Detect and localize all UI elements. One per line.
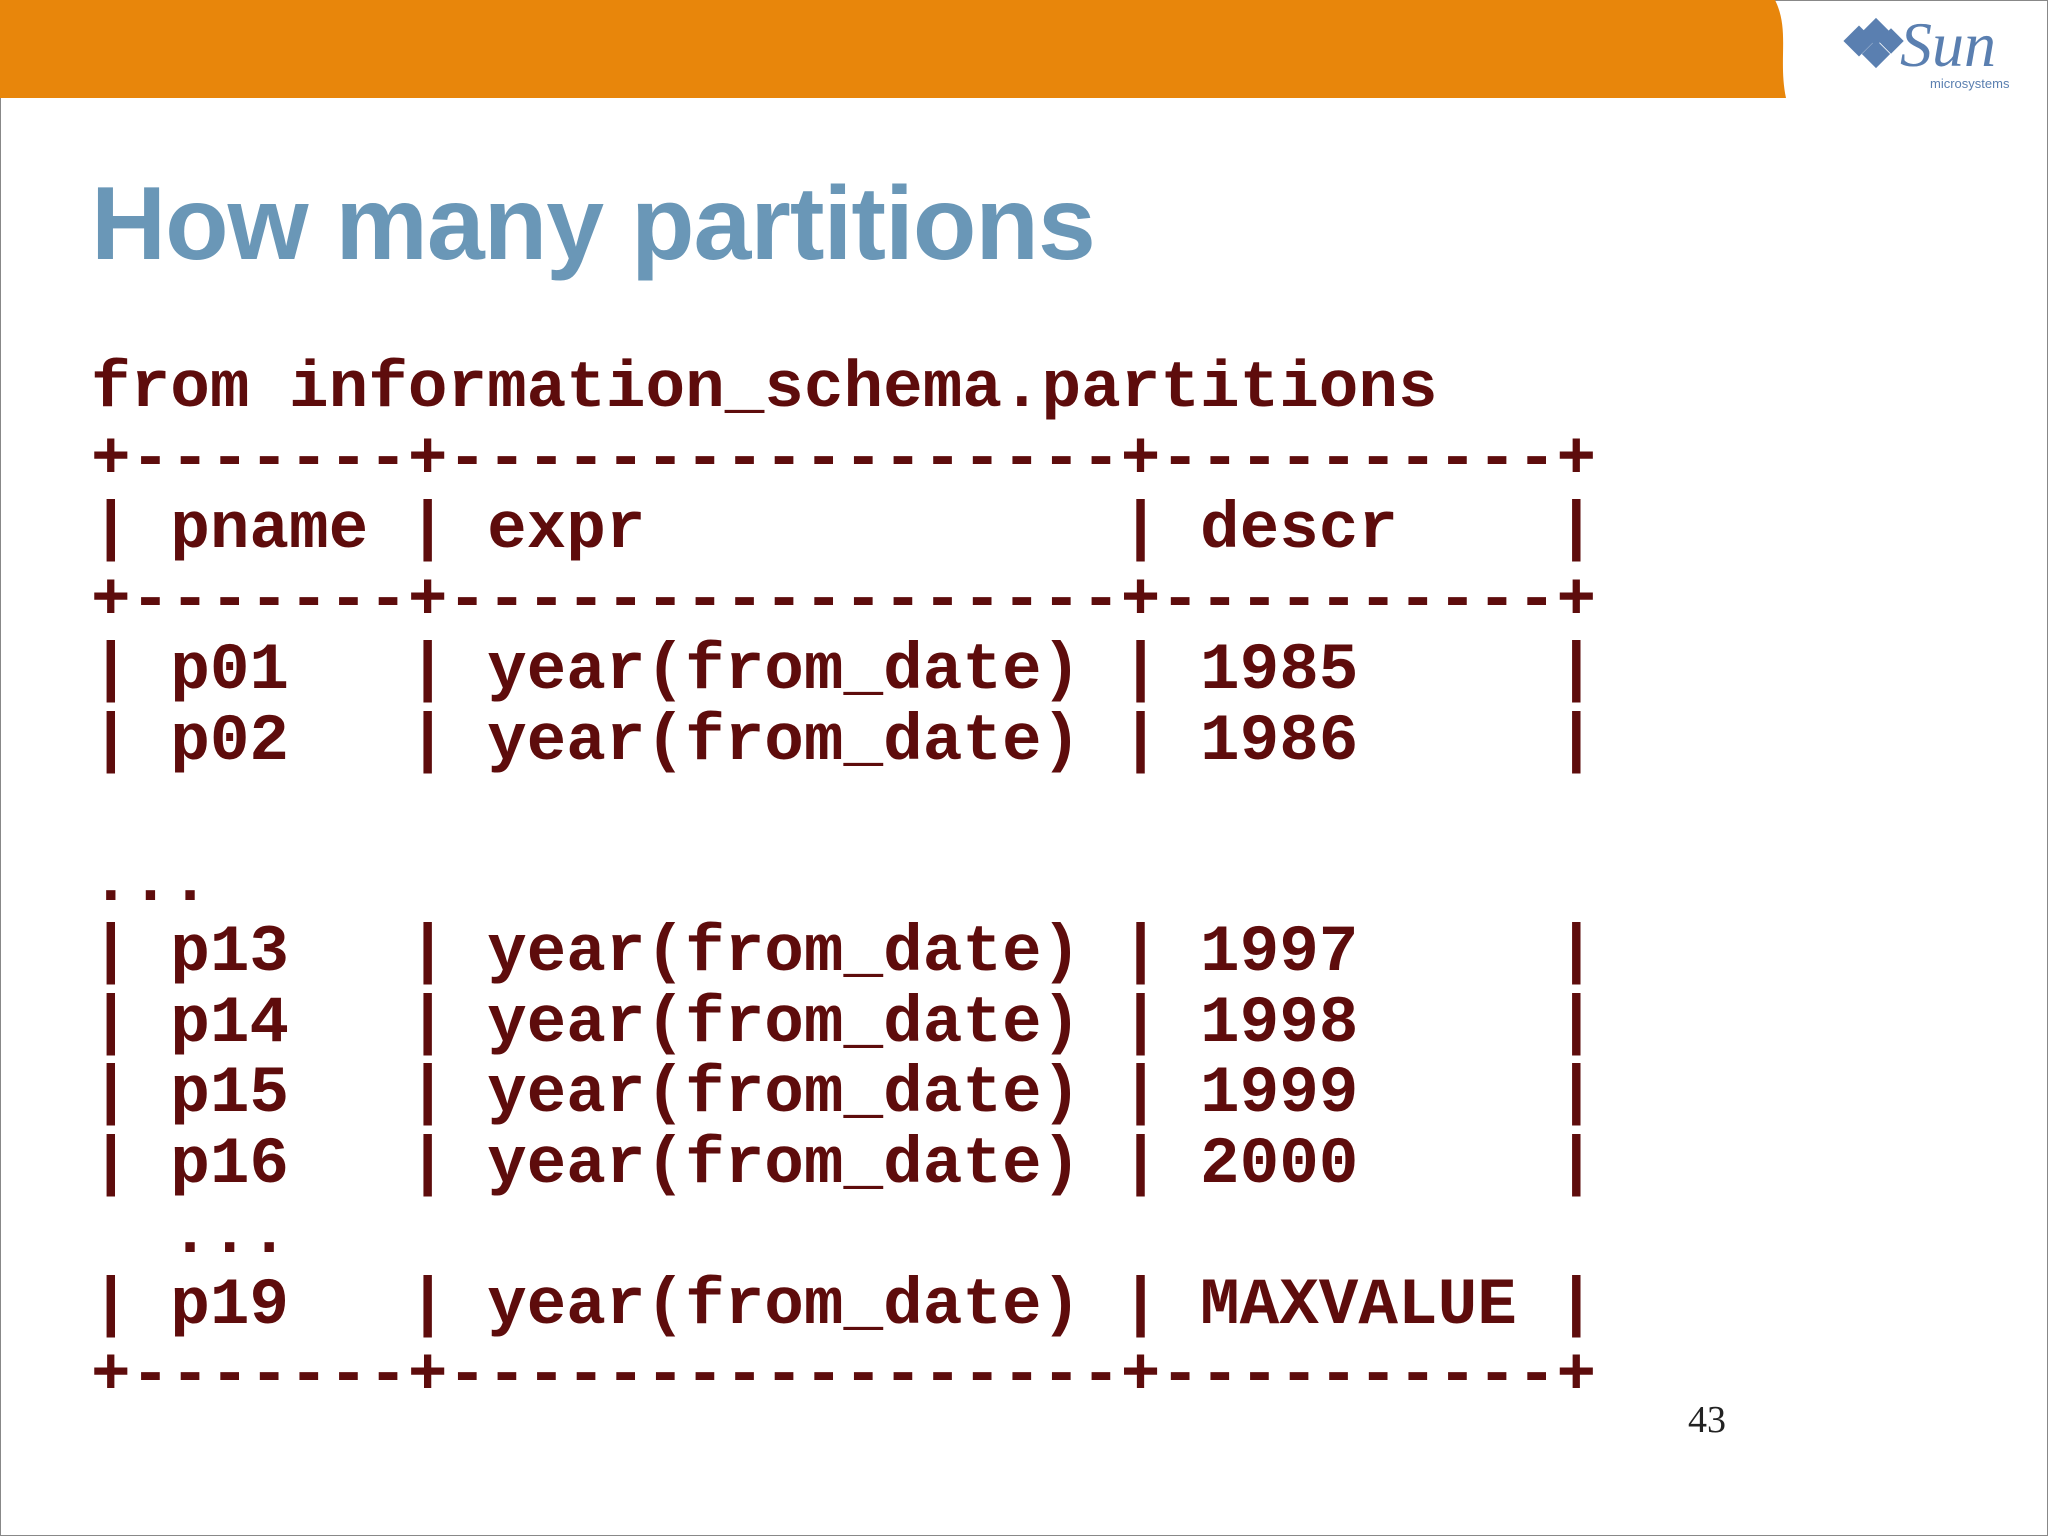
code-line: | p01 | year(from_date) | 1985 | [91, 633, 1597, 708]
code-line: +-------+-----------------+----------+ [91, 1338, 1597, 1413]
code-line: | p16 | year(from_date) | 2000 | [91, 1126, 1597, 1202]
page-number: 43 [1688, 1399, 1726, 1441]
logo-mark [1843, 17, 1904, 69]
code-line: ... [91, 844, 210, 920]
code-line: | pname | expr | descr | [91, 492, 1597, 567]
header-bar [0, 0, 1904, 98]
code-line: | p15 | year(from_date) | 1999 | [91, 1056, 1597, 1131]
code-line: | p02 | year(from_date) | 1986 | [91, 703, 1597, 779]
logo-tagline: microsystems [1930, 76, 2010, 91]
code-line [91, 777, 1596, 848]
code-line: ... [91, 1197, 290, 1272]
code-line: | p19 | year(from_date) | MAXVALUE | [91, 1267, 1597, 1343]
code-line: +-------+-----------------+----------+ [91, 562, 1597, 638]
code-line: | p13 | year(from_date) | 1997 | [91, 915, 1597, 990]
code-line: from information_schema.partitions [91, 351, 1438, 426]
code-block: from information_schema.partitions +-----… [91, 351, 1597, 1413]
code-line: | p14 | year(from_date) | 1998 | [91, 985, 1597, 1061]
code-line: +-------+-----------------+----------+ [91, 421, 1597, 497]
logo-name: Sun [1900, 9, 1996, 80]
orange-band [0, 0, 1786, 98]
slide-title: How many partitions [91, 166, 1096, 282]
